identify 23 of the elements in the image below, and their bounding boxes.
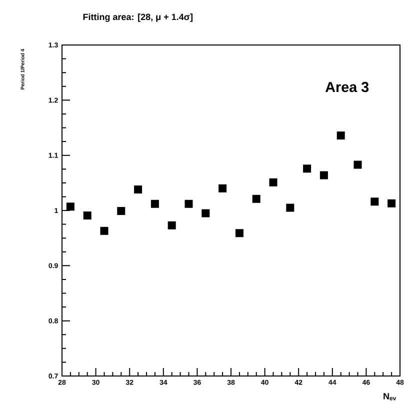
point [370, 198, 379, 206]
point [117, 207, 126, 216]
point [66, 202, 74, 211]
point [184, 200, 193, 208]
point [252, 194, 260, 203]
point [336, 131, 345, 140]
annotation: Area 3 [325, 82, 369, 92]
point [388, 199, 396, 208]
point [286, 204, 294, 212]
point [303, 164, 312, 173]
x-axis-title: N$_{ev}$ [384, 393, 396, 400]
point [354, 160, 362, 169]
chart-title: Fitting area: [28, μ + 1.4σ] [83, 13, 192, 22]
point [100, 226, 108, 235]
point [83, 211, 92, 220]
point [269, 178, 278, 186]
point [320, 171, 328, 180]
point [150, 200, 159, 208]
point [218, 184, 227, 192]
point [202, 209, 210, 218]
point [168, 221, 176, 230]
point [134, 186, 142, 194]
point [235, 229, 244, 238]
